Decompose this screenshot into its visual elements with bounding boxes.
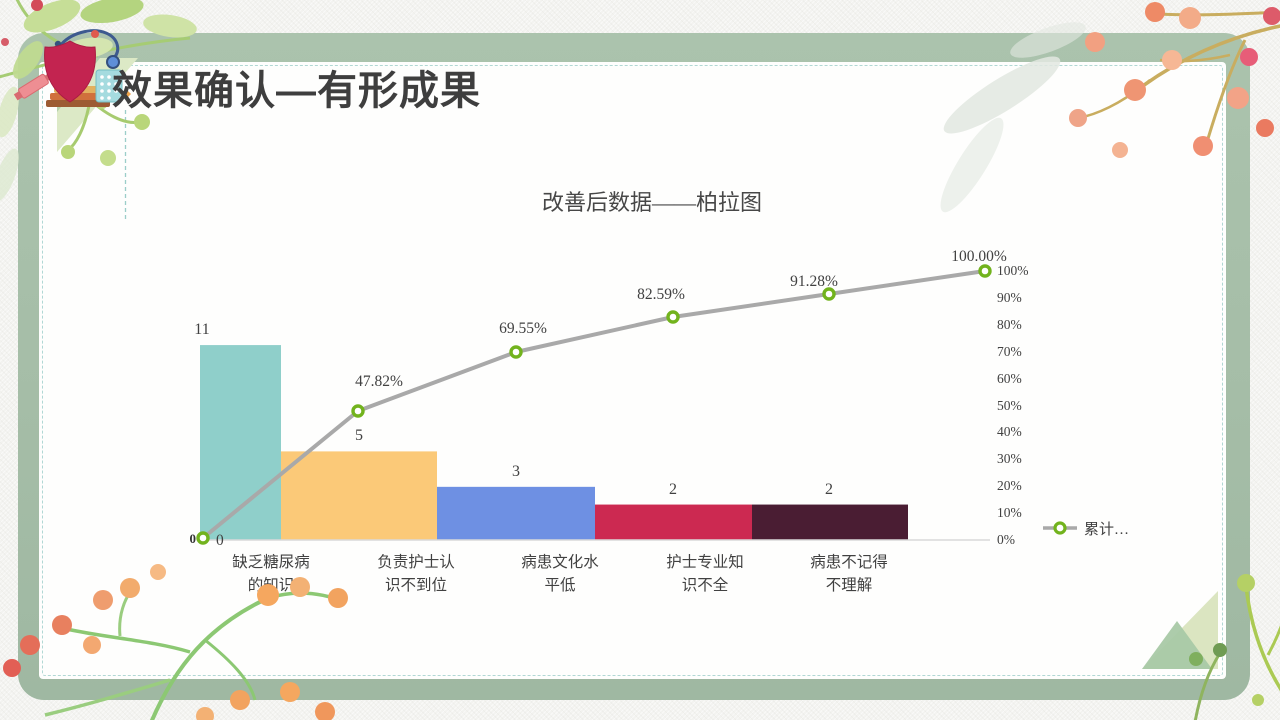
category-axis-label: 负责护士认 识不到位 [377, 554, 455, 594]
cumulative-point-label: 0 [216, 532, 224, 549]
right-axis-tick-label: 60% [997, 370, 1022, 386]
category-axis-label: 缺乏糖尿病 的知识 [232, 554, 310, 594]
category-axis-label: 病患文化水 平低 [521, 554, 599, 594]
left-axis-zero-label: 0 [189, 531, 197, 546]
right-axis-tick-label: 20% [997, 478, 1022, 494]
right-axis-tick-label: 100% [997, 263, 1029, 278]
right-axis-tick-label: 90% [997, 289, 1022, 305]
right-axis-tick-label: 10% [997, 505, 1022, 521]
right-axis-tick-label: 70% [997, 343, 1022, 359]
right-axis-tick-label: 0% [997, 532, 1015, 547]
cumulative-point-label: 82.59% [637, 286, 685, 303]
legend-label: 累计… [1084, 521, 1130, 538]
bar-value-label: 11 [194, 321, 210, 339]
category-axis-label: 病患不记得 不理解 [810, 554, 888, 594]
cumulative-point-label: 69.55% [499, 320, 547, 337]
legend-line-marker-icon [1043, 521, 1077, 535]
right-axis-tick-label: 80% [997, 316, 1022, 332]
bar-value-label: 5 [355, 427, 363, 445]
bar-value-label: 2 [825, 480, 833, 498]
right-axis-tick-label: 50% [997, 397, 1022, 413]
cumulative-point-label: 91.28% [790, 273, 838, 290]
chart-legend: 累计… [1042, 518, 1129, 538]
right-axis-tick-label: 40% [997, 424, 1022, 440]
cumulative-point-label: 47.82% [355, 373, 403, 390]
bar-value-label: 2 [669, 480, 677, 498]
right-axis-tick-label: 30% [997, 451, 1022, 467]
slide-title: 效果确认—有形成果 [112, 69, 481, 113]
cumulative-point-label: 100.00% [951, 248, 1007, 265]
category-axis-label: 护士专业知 识不全 [666, 554, 744, 594]
chart-title: 改善后数据——柏拉图 [541, 190, 762, 215]
bar-value-label: 3 [512, 462, 520, 480]
